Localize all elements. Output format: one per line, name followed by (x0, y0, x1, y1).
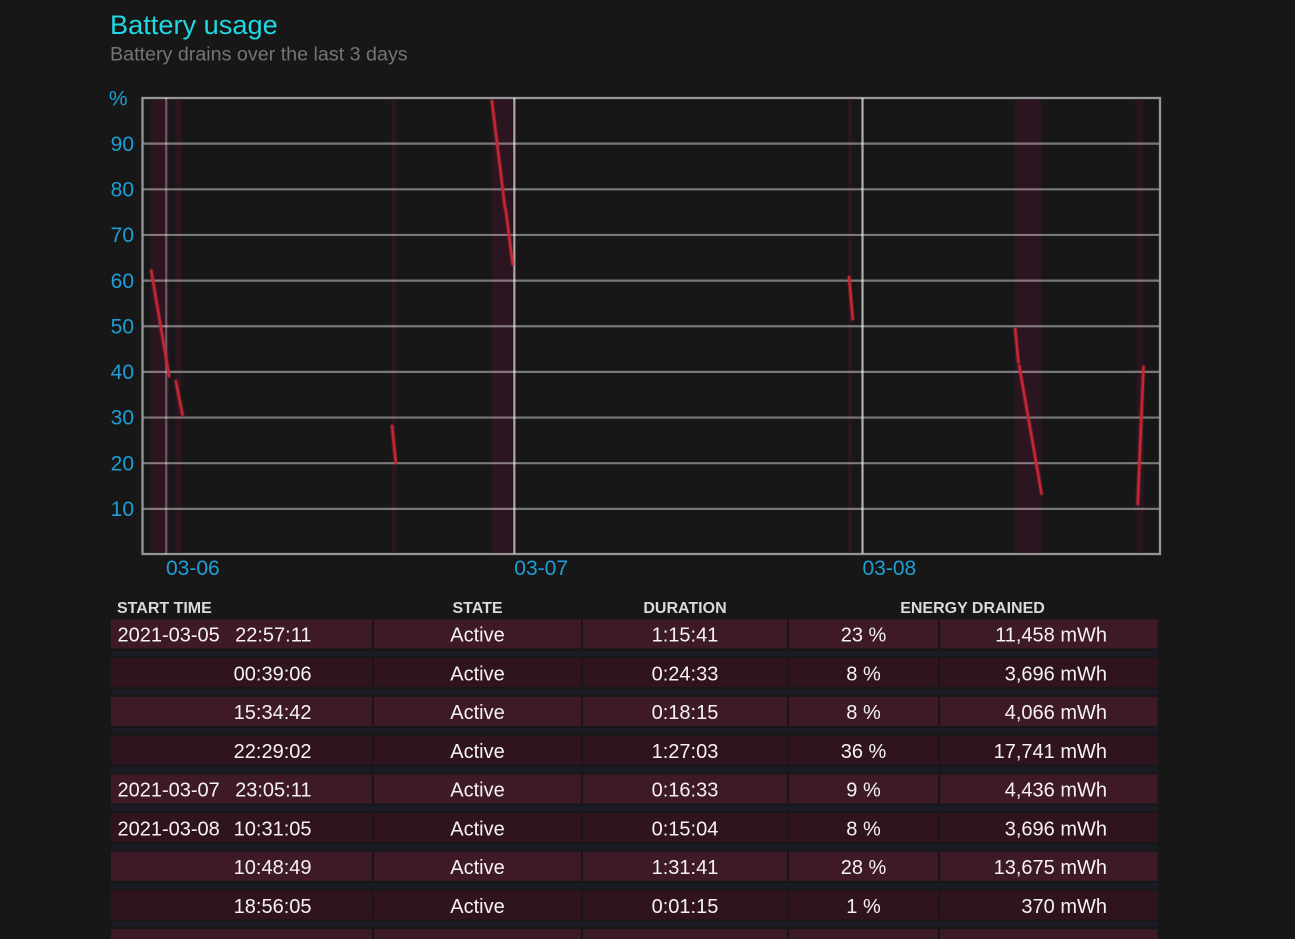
svg-text:4,066 mWh: 4,066 mWh (1005, 702, 1107, 724)
svg-text:STATE: STATE (452, 600, 502, 617)
svg-text:00:39:06: 00:39:06 (234, 663, 312, 685)
svg-text:1:27:03: 1:27:03 (652, 741, 719, 763)
svg-text:%: % (109, 87, 128, 110)
svg-text:17,741 mWh: 17,741 mWh (994, 741, 1107, 763)
svg-text:60: 60 (111, 270, 134, 293)
svg-text:Active: Active (450, 896, 504, 918)
svg-text:23:05:11: 23:05:11 (235, 780, 311, 802)
svg-text:1 %: 1 % (846, 896, 881, 918)
svg-text:Battery usage: Battery usage (110, 9, 278, 40)
svg-text:START TIME: START TIME (117, 600, 212, 617)
svg-text:Active: Active (450, 857, 504, 879)
svg-text:3,696 mWh: 3,696 mWh (1005, 818, 1107, 840)
svg-text:28 %: 28 % (841, 857, 887, 879)
svg-text:8 %: 8 % (846, 702, 881, 724)
svg-text:9 %: 9 % (846, 780, 881, 802)
svg-text:80: 80 (111, 178, 134, 201)
svg-text:10: 10 (111, 498, 134, 521)
svg-text:36 %: 36 % (841, 741, 887, 763)
svg-text:22:57:11: 22:57:11 (235, 625, 311, 647)
svg-text:20: 20 (111, 452, 134, 475)
svg-text:ENERGY DRAINED: ENERGY DRAINED (900, 600, 1045, 617)
svg-text:0:01:15: 0:01:15 (652, 896, 719, 918)
svg-text:Active: Active (450, 625, 504, 647)
svg-text:30: 30 (111, 407, 134, 430)
svg-text:Active: Active (450, 663, 504, 685)
svg-text:23 %: 23 % (841, 625, 887, 647)
svg-text:11,458 mWh: 11,458 mWh (995, 625, 1107, 647)
svg-text:90: 90 (111, 133, 134, 156)
svg-text:8 %: 8 % (846, 663, 881, 685)
svg-text:4,436 mWh: 4,436 mWh (1005, 780, 1107, 802)
svg-text:22:29:02: 22:29:02 (234, 741, 312, 763)
svg-text:03-07: 03-07 (514, 557, 568, 580)
svg-text:40: 40 (111, 361, 134, 384)
svg-text:Battery drains over the last 3: Battery drains over the last 3 days (110, 43, 408, 65)
svg-text:DURATION: DURATION (643, 600, 726, 617)
svg-text:15:34:42: 15:34:42 (234, 702, 312, 724)
svg-text:2021-03-05: 2021-03-05 (118, 625, 220, 647)
svg-text:Active: Active (450, 780, 504, 802)
svg-text:03-06: 03-06 (166, 557, 220, 580)
svg-text:03-08: 03-08 (863, 557, 917, 580)
svg-text:1:31:41: 1:31:41 (652, 857, 719, 879)
svg-text:Active: Active (450, 818, 504, 840)
svg-text:370 mWh: 370 mWh (1021, 896, 1107, 918)
svg-text:50: 50 (111, 315, 134, 338)
svg-text:0:24:33: 0:24:33 (652, 663, 719, 685)
svg-text:1:15:41: 1:15:41 (652, 625, 719, 647)
svg-text:8 %: 8 % (846, 818, 881, 840)
svg-text:Active: Active (450, 702, 504, 724)
svg-text:0:18:15: 0:18:15 (652, 702, 719, 724)
svg-text:0:16:33: 0:16:33 (652, 780, 719, 802)
svg-text:70: 70 (111, 224, 134, 247)
svg-text:13,675 mWh: 13,675 mWh (994, 857, 1107, 879)
svg-text:18:56:05: 18:56:05 (234, 896, 312, 918)
svg-text:2021-03-07: 2021-03-07 (118, 780, 220, 802)
svg-text:3,696 mWh: 3,696 mWh (1005, 663, 1107, 685)
svg-text:0:15:04: 0:15:04 (652, 818, 719, 840)
svg-text:2021-03-08: 2021-03-08 (118, 818, 220, 840)
svg-text:Active: Active (450, 741, 504, 763)
svg-text:10:48:49: 10:48:49 (234, 857, 312, 879)
svg-text:10:31:05: 10:31:05 (234, 818, 312, 840)
